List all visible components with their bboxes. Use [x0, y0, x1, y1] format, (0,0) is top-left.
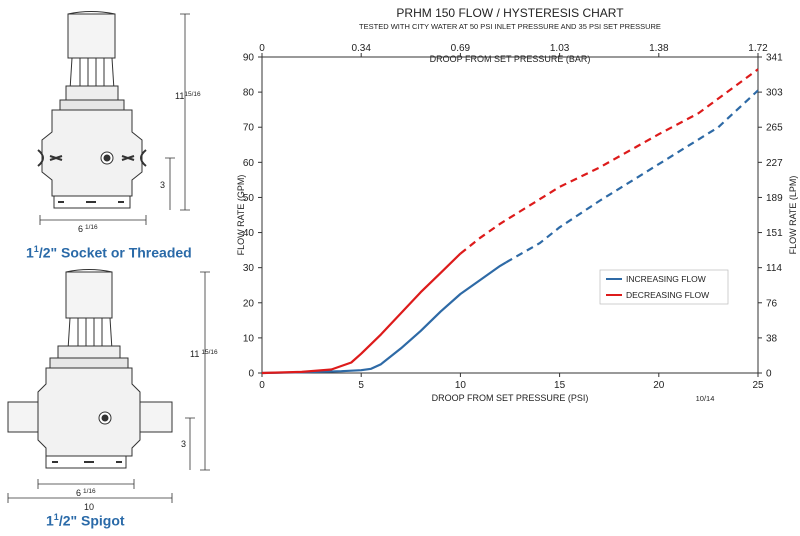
x-tick-label: 0 — [259, 380, 265, 391]
y-tick-label: 10 — [243, 333, 255, 344]
series-line-dashed-1 — [459, 68, 759, 255]
x-top-tick-label: 0 — [259, 43, 265, 54]
y-tick-label: 0 — [248, 369, 254, 380]
legend: INCREASING FLOW DECREASING FLOW — [599, 269, 729, 305]
y-tick-label: 20 — [243, 298, 255, 309]
y-right-tick-label: 38 — [766, 333, 778, 344]
axes: 0 5 10 15 20 250 0.34 0.69 1.03 1.38 1.72010203040… — [243, 43, 783, 391]
bottom-height-dim: 11 15/16 — [190, 349, 218, 359]
y-right-tick-label: 189 — [766, 193, 783, 204]
socket-threaded-caption: 11/2" Socket or Threaded — [26, 244, 192, 261]
y-tick-label: 80 — [243, 88, 255, 99]
date-code: 10/14 — [696, 394, 715, 403]
spigot-drawing — [7, 269, 210, 503]
series-lines — [261, 68, 759, 375]
x-tick-label: 25 — [752, 380, 764, 391]
y-right-tick-label: 341 — [766, 53, 783, 64]
y-tick-label: 60 — [243, 158, 255, 169]
y-right-tick-label: 151 — [766, 228, 783, 239]
x-tick-label: 20 — [653, 380, 665, 391]
y-tick-label: 40 — [243, 228, 255, 239]
top-height-dim: 1115/16 — [175, 91, 201, 101]
y-right-tick-label: 227 — [766, 158, 783, 169]
bottom-overall-dim: 10 — [84, 502, 94, 512]
y-right-tick-label: 265 — [766, 123, 783, 134]
y-right-axis-label: FLOW RATE (LPM) — [788, 176, 798, 255]
bottom-side-dim: 3 — [181, 439, 186, 449]
x-top-tick-label: 1.38 — [649, 43, 669, 54]
socket-threaded-drawing — [37, 11, 190, 225]
y-tick-label: 70 — [243, 123, 255, 134]
top-width-dim: 6 1/16 — [78, 224, 98, 234]
top-axis-label: DROOP FROM SET PRESSURE (BAR) — [430, 54, 591, 64]
chart-title: PRHM 150 FLOW / HYSTERESIS CHART — [396, 6, 624, 20]
y-tick-label: 90 — [243, 53, 255, 64]
x-tick-label: 15 — [554, 380, 566, 391]
series-line-dashed-0 — [505, 89, 759, 264]
series-line-solid-0 — [261, 261, 507, 375]
plot-frame — [261, 56, 759, 374]
x-tick-label: 5 — [358, 380, 364, 391]
y-right-tick-label: 0 — [766, 369, 772, 380]
y-tick-label: 30 — [243, 263, 255, 274]
series-line-solid-1 — [261, 252, 462, 375]
x-tick-label: 10 — [455, 380, 467, 391]
x-top-tick-label: 0.34 — [351, 43, 371, 54]
spigot-caption: 11/2" Spigot — [46, 512, 125, 529]
x-top-tick-label: 0.69 — [451, 43, 471, 54]
legend-label-decreasing: DECREASING FLOW — [626, 290, 709, 300]
y-axis-label: FLOW RATE (GPM) — [236, 175, 246, 256]
y-right-tick-label: 114 — [766, 263, 782, 274]
legend-label-increasing: INCREASING FLOW — [626, 274, 706, 284]
x-top-tick-label: 1.03 — [550, 43, 570, 54]
chart-subtitle: TESTED WITH CITY WATER AT 50 PSI INLET P… — [359, 22, 661, 31]
y-tick-label: 50 — [243, 193, 255, 204]
product-drawings: 1115/16 3 6 1/16 11 15/16 3 6 1/16 10 — [7, 11, 218, 512]
y-right-tick-label: 76 — [766, 298, 778, 309]
bottom-width-dim: 6 1/16 — [76, 488, 96, 498]
legend-box — [599, 269, 729, 305]
top-side-dim: 3 — [160, 180, 165, 190]
x-axis-label: DROOP FROM SET PRESSURE (PSI) — [432, 393, 589, 403]
y-right-tick-label: 303 — [766, 88, 783, 99]
x-top-tick-label: 1.72 — [748, 43, 768, 54]
